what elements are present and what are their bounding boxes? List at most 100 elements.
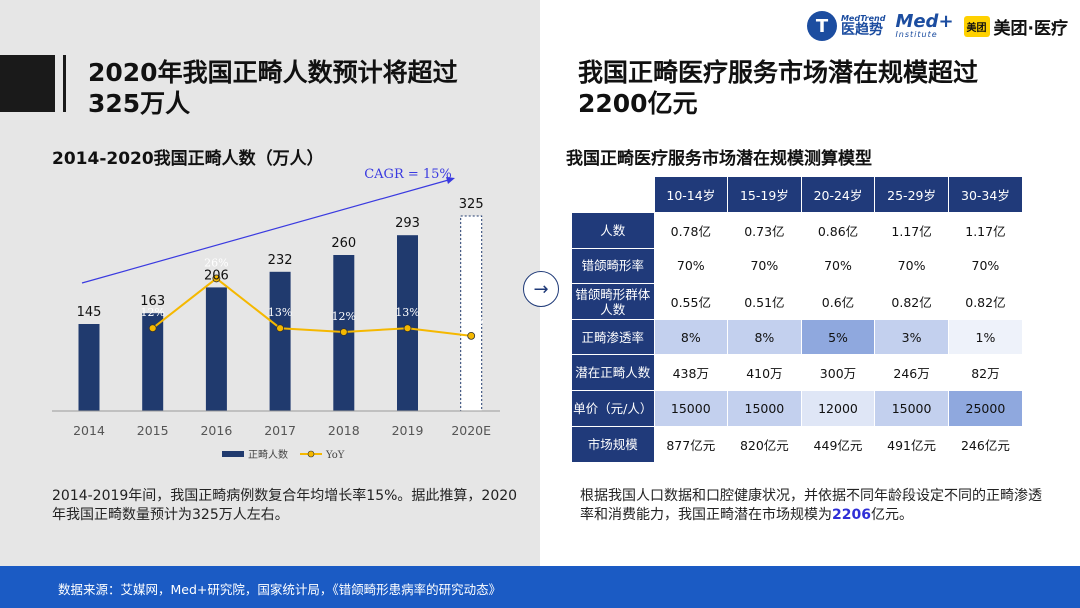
- table-corner: [572, 177, 654, 213]
- yoy-point: [339, 328, 348, 336]
- right-body-pre: 根据我国人口数据和口腔健康状况，并依据不同年龄段设定不同的正畸渗透率和消费能力，…: [580, 488, 1042, 523]
- table-cell: 246万: [874, 354, 949, 391]
- x-tick-label: 2017: [264, 423, 296, 438]
- medtrend-name-cn: 医趋势: [840, 22, 883, 38]
- column-header: 25-29岁: [874, 177, 949, 213]
- row-header: 单价（元/人）: [572, 390, 654, 427]
- table-cell: 877亿元: [653, 425, 728, 462]
- table-cell: 0.55亿: [653, 283, 728, 320]
- table-row: 错颌畸形群体人数 0.55亿 0.51亿 0.6亿 0.82亿 0.82亿: [572, 283, 1022, 320]
- table-cell: 1.17亿: [947, 212, 1022, 249]
- x-tick-label: 2018: [328, 423, 360, 438]
- table-cell: 15000: [727, 390, 802, 427]
- x-tick-label: 2020E: [451, 423, 491, 438]
- right-headline: 我国正畸医疗服务市场潜在规模超过 2200亿元: [578, 57, 978, 119]
- yoy-line: [152, 277, 472, 337]
- logo-group: T MedTrend 医趋势 Med+ Institute 美团 美团·医疗: [806, 8, 1068, 44]
- yoy-value-label: 13%: [395, 306, 419, 319]
- bar-value-label: 325: [459, 197, 484, 212]
- meituan-name: 美团·医疗: [993, 18, 1068, 39]
- bar-value-label: 145: [77, 305, 102, 320]
- column-header: 10-14岁: [653, 177, 728, 213]
- table-subtitle: 我国正畸医疗服务市场潜在规模测算模型: [566, 149, 872, 169]
- right-headline-line1: 我国正畸医疗服务市场潜在规模超过: [578, 58, 979, 87]
- table-cell: 0.86亿: [800, 212, 875, 249]
- table-cell: 0.78亿: [653, 212, 728, 249]
- table-row: 潜在正畸人数 438万 410万 300万 246万 82万: [572, 354, 1022, 391]
- yoy-value-label: 12%: [332, 310, 356, 323]
- bar-value-label: 293: [395, 216, 420, 231]
- right-body-post: 亿元。: [870, 507, 913, 523]
- bar: [397, 235, 418, 411]
- x-tick-label: 2015: [137, 423, 169, 438]
- table-cell: 410万: [727, 354, 802, 391]
- model-table: 10-14岁 15-19岁 20-24岁 25-29岁 30-34岁 人数 0.…: [572, 177, 1022, 462]
- column-header: 15-19岁: [727, 177, 802, 213]
- meituan-logo: 美团 美团·医疗: [963, 14, 1068, 39]
- table-cell: 70%: [653, 247, 728, 284]
- column-header: 30-34岁: [947, 177, 1022, 213]
- bar: [269, 271, 291, 411]
- table-cell: 15000: [653, 390, 728, 427]
- medplus-institute: Institute: [895, 30, 938, 39]
- right-headline-line2: 2200亿元: [578, 89, 698, 118]
- bar-value-label: 260: [331, 236, 356, 251]
- table-cell: 70%: [947, 247, 1022, 284]
- yoy-value-label: 12%: [140, 306, 164, 319]
- bar: [142, 313, 164, 411]
- x-tick-label: 2016: [200, 423, 232, 438]
- legend-bar-label: 正畸人数: [248, 448, 288, 461]
- left-headline-line2: 325万人: [88, 89, 191, 118]
- yoy-point: [403, 324, 412, 333]
- table-cell: 5%: [800, 318, 875, 355]
- table-row: 错颌畸形率 70% 70% 70% 70% 70%: [572, 247, 1022, 284]
- table-cell: 82万: [947, 354, 1022, 391]
- row-header: 错颌畸形群体人数: [572, 283, 654, 320]
- medtrend-icon: T: [806, 11, 837, 41]
- chart: CAGR = 15% 145 163 206 232 260 293 325 12% 26% 13%…: [52, 167, 500, 461]
- cagr-trend-line: [81, 178, 453, 284]
- medplus-name: Med+: [895, 11, 954, 32]
- table-cell: 0.73亿: [727, 212, 802, 249]
- table-cell: 8%: [653, 318, 728, 355]
- table-cell: 70%: [727, 247, 802, 284]
- x-tick-label: 2019: [392, 423, 424, 438]
- bar-value-label: 232: [268, 253, 293, 268]
- bar: [78, 324, 100, 411]
- right-body-highlight: 2206: [832, 507, 871, 523]
- footer: 数据来源：艾媒网，Med+研究院，国家统计局，《错颌畸形患病率的研究动态》: [0, 566, 1080, 608]
- table-cell: 449亿元: [800, 425, 875, 462]
- cagr-label: CAGR = 15%: [364, 167, 452, 182]
- column-header: 20-24岁: [800, 177, 875, 213]
- right-body-text: 根据我国人口数据和口腔健康状况，并依据不同年龄段设定不同的正畸渗透率和消费能力，…: [580, 487, 1050, 525]
- table-row: 市场规模 877亿元 820亿元 449亿元 491亿元 246亿元: [572, 425, 1022, 462]
- arrow-right-icon: →: [523, 271, 559, 307]
- row-header: 市场规模: [572, 425, 654, 462]
- yoy-value-label: 13%: [268, 306, 292, 319]
- bar: [205, 287, 227, 411]
- chart-subtitle: 2014-2020我国正畸人数（万人）: [52, 149, 324, 169]
- table-cell: 246亿元: [947, 425, 1022, 462]
- table-row: 正畸渗透率 8% 8% 5% 3% 1%: [572, 318, 1022, 355]
- table-row: 单价（元/人） 15000 15000 12000 15000 25000: [572, 390, 1022, 427]
- left-headline: 2020年我国正畸人数预计将超过 325万人: [88, 57, 458, 119]
- table-cell: 820亿元: [727, 425, 802, 462]
- table-cell: 3%: [874, 318, 949, 355]
- table-cell: 0.82亿: [874, 283, 949, 320]
- left-body-text: 2014-2019年间，我国正畸病例数复合年均增长率15%。据此推算，2020年…: [52, 488, 518, 523]
- left-headline-line1: 2020年我国正畸人数预计将超过: [88, 58, 458, 87]
- legend-line-label: YoY: [325, 450, 345, 461]
- yoy-point: [467, 331, 476, 340]
- headline-accent-block: [0, 55, 55, 112]
- meituan-badge: 美团: [963, 15, 990, 37]
- table-cell: 300万: [800, 354, 875, 391]
- yoy-point: [212, 274, 221, 283]
- bar: [460, 215, 483, 412]
- medtrend-logo: T MedTrend 医趋势: [806, 11, 885, 41]
- table-cell: 15000: [874, 390, 949, 427]
- table-row: 人数 0.78亿 0.73亿 0.86亿 1.17亿 1.17亿: [572, 212, 1022, 249]
- yoy-value-label: 26%: [204, 256, 228, 269]
- yoy-point: [148, 324, 157, 333]
- bar-value-label: 206: [204, 268, 229, 283]
- table-cell: 8%: [727, 318, 802, 355]
